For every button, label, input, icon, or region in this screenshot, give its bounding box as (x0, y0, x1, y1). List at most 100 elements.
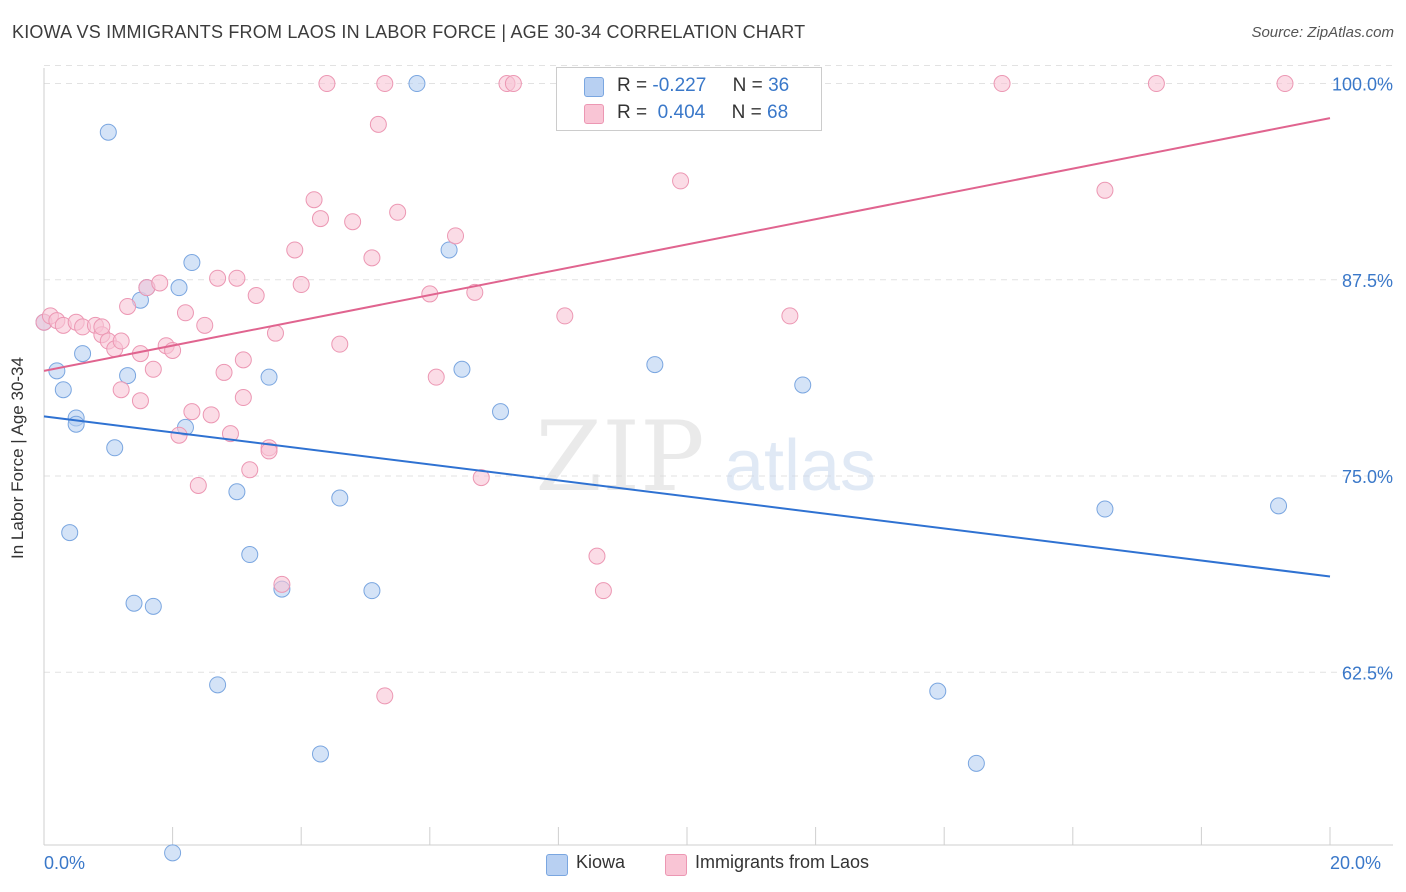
laos-point (369, 115, 387, 133)
laos-point (1276, 75, 1294, 93)
laos-point (144, 360, 162, 378)
laos-point (588, 547, 606, 565)
axis-layer (43, 68, 1393, 846)
y-tick-labels: 62.5% 75.0% 87.5% 100.0% (1332, 75, 1393, 684)
r-label: R = (617, 75, 648, 96)
kiowa-point (209, 676, 227, 694)
laos-point (311, 210, 329, 228)
y-tick-label: 75.0% (1342, 467, 1393, 487)
laos-trend-line (43, 117, 1331, 372)
y-tick-label: 100.0% (1332, 75, 1393, 95)
legend-row-kiowa: R = -0.227 N = 36 (557, 73, 821, 99)
kiowa-point (125, 594, 143, 612)
kiowa-point (144, 597, 162, 615)
bottom-legend-laos-label: Immigrants from Laos (695, 852, 870, 872)
kiowa-point (241, 546, 259, 564)
n-label: N = (731, 102, 762, 123)
laos-point (151, 274, 169, 292)
laos-point (247, 287, 265, 304)
laos-point (1096, 181, 1114, 199)
laos-point (427, 368, 445, 386)
laos-point (228, 269, 246, 287)
laos-point (131, 392, 149, 410)
kiowa-point (54, 381, 72, 399)
laos-point (286, 241, 304, 259)
trend-layer (43, 117, 1331, 578)
correlation-legend: R = -0.227 N = 36 R = 0.404 N = 68 (556, 67, 822, 131)
laos-point (466, 283, 484, 301)
laos-point (234, 351, 252, 369)
legend-swatch-laos (584, 104, 604, 124)
laos-point (1147, 75, 1165, 93)
laos-point (389, 203, 407, 221)
kiowa-point (48, 362, 66, 380)
laos-r-value: 0.404 (657, 102, 706, 123)
bottom-swatch-kiowa (546, 854, 568, 876)
laos-point (241, 461, 259, 479)
laos-point (202, 406, 220, 424)
kiowa-point (67, 415, 85, 433)
r-label: R = (617, 102, 648, 123)
laos-point (196, 316, 214, 334)
bottom-swatch-laos (665, 854, 687, 876)
kiowa-point (260, 368, 278, 386)
laos-point (376, 75, 394, 93)
laos-point (594, 582, 612, 600)
kiowa-point (331, 489, 349, 507)
grid-layer (44, 65, 1394, 673)
watermark: ZIP atlas (535, 401, 876, 513)
kiowa-point (440, 241, 458, 259)
chart-title: KIOWA VS IMMIGRANTS FROM LAOS IN LABOR F… (12, 22, 806, 42)
laos-point (189, 476, 207, 494)
laos-point (447, 227, 465, 245)
laos-point (305, 191, 323, 209)
kiowa-point (967, 754, 985, 772)
kiowa-point (929, 682, 947, 700)
kiowa-point (228, 483, 246, 501)
laos-point (331, 335, 349, 353)
laos-point (221, 425, 239, 443)
kiowa-point (646, 356, 664, 374)
kiowa-r-value: -0.227 (652, 75, 707, 96)
n-label: N = (732, 75, 763, 96)
laos-point (266, 324, 284, 342)
laos-point (363, 249, 381, 267)
laos-point (781, 307, 799, 325)
bottom-legend-kiowa-label: Kiowa (576, 852, 626, 872)
laos-point (993, 75, 1011, 93)
laos-point (504, 75, 522, 93)
laos-point (176, 304, 194, 322)
laos-point (112, 332, 130, 350)
x-max-label: 20.0% (1330, 853, 1382, 873)
laos-point (209, 269, 227, 287)
laos-point (292, 276, 310, 294)
kiowa-point (1270, 497, 1288, 515)
laos-n-value: 68 (767, 102, 789, 123)
laos-point (170, 426, 188, 444)
kiowa-point (74, 345, 92, 363)
legend-swatch-kiowa (584, 77, 604, 97)
kiowa-point (119, 367, 137, 385)
laos-point (183, 403, 201, 421)
kiowa-point (453, 360, 471, 378)
laos-point (318, 75, 336, 93)
kiowa-point (170, 279, 188, 297)
laos-point (273, 575, 291, 593)
laos-point (344, 213, 362, 231)
laos-point (260, 442, 278, 460)
laos-point (234, 389, 252, 407)
laos-point (672, 172, 690, 190)
x-min-label: 0.0% (44, 853, 86, 873)
kiowa-point (363, 582, 381, 600)
y-tick-label: 62.5% (1342, 663, 1393, 683)
watermark-atlas: atlas (724, 426, 876, 506)
kiowa-point (183, 254, 201, 272)
legend-row-laos: R = 0.404 N = 68 (557, 100, 821, 126)
y-axis-title: In Labor Force | Age 30-34 (8, 357, 27, 559)
laos-point (376, 687, 394, 705)
kiowa-point (106, 439, 124, 457)
laos-point (119, 297, 137, 315)
kiowa-point (311, 745, 329, 763)
laos-point (215, 363, 233, 381)
points-layer (35, 75, 1294, 862)
